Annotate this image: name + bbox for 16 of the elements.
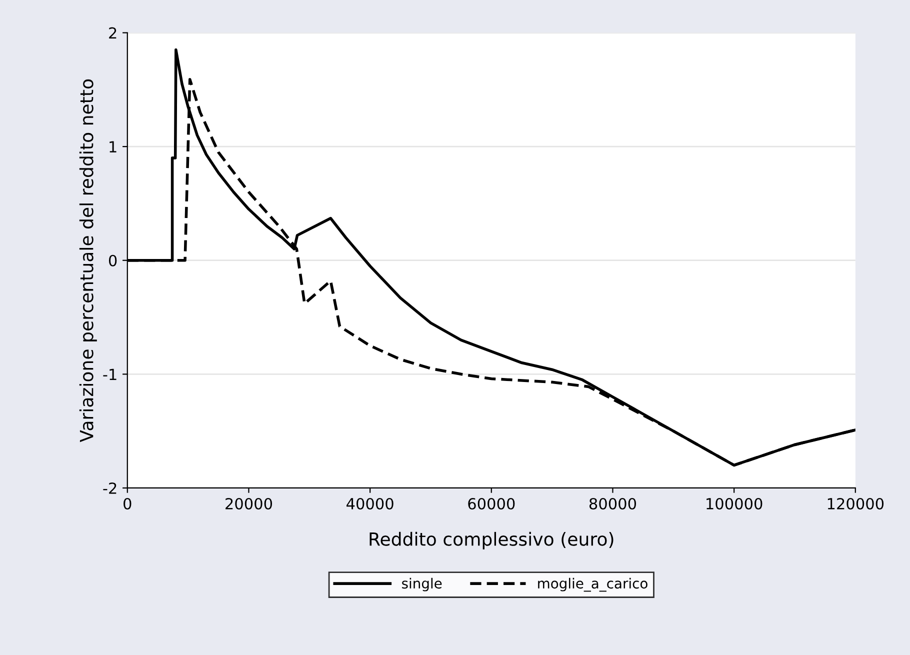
legend-label: moglie_a_carico [538, 578, 648, 592]
x-tick-label: 40000 [346, 498, 394, 510]
y-tick-label: 2 [109, 27, 116, 39]
y-tick-label: 1 [110, 141, 116, 152]
x-tick-label: 20000 [226, 498, 272, 510]
x-tick-label: 0 [124, 498, 132, 510]
x-axis-title: Reddito complessivo (euro) [370, 532, 614, 550]
x-tick-label: 60000 [468, 498, 515, 510]
x-tick-label: 100000 [706, 498, 762, 510]
y-axis-title: Variazione percentuale del reddito netto [79, 79, 97, 442]
y-tick-label: -1 [103, 368, 116, 380]
legend-label: single [402, 578, 442, 592]
x-tick-label: 120000 [828, 498, 884, 510]
y-tick-label: 0 [108, 254, 117, 266]
x-tick-label: 80000 [589, 498, 636, 510]
y-tick-label: -2 [103, 482, 116, 494]
